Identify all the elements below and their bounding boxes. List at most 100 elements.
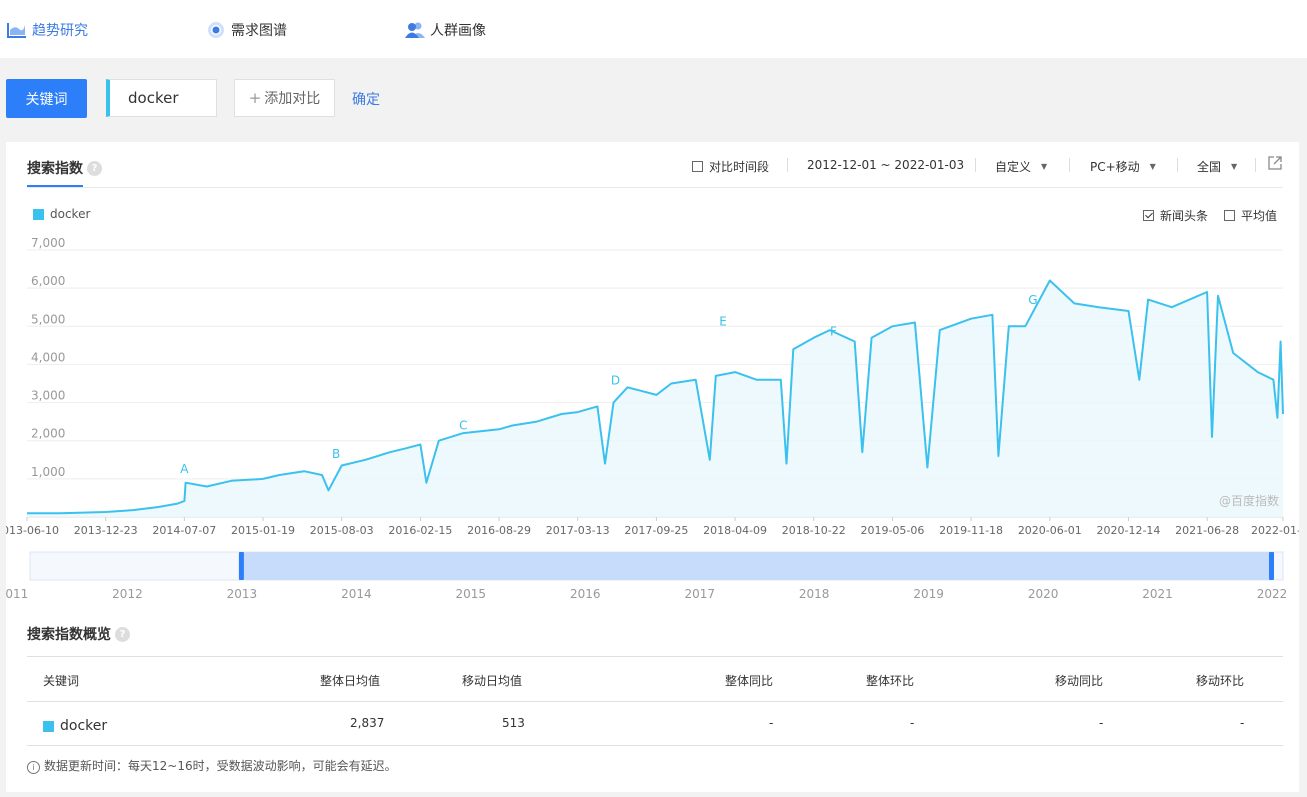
nav-demand-graph[interactable]: 需求图谱: [205, 20, 287, 40]
news-headlines-checkbox[interactable]: [1143, 210, 1154, 221]
search-index-chart[interactable]: 1,000 2,000 3,000 4,000 5,000 6,000 7,000 2013-…: [6, 142, 1299, 612]
export-button[interactable]: [1268, 156, 1282, 170]
average-checkbox[interactable]: [1224, 210, 1235, 221]
keyword-input[interactable]: docker: [106, 79, 217, 117]
x-tick-label: 2018-04-09: [703, 524, 767, 537]
x-tick-label: 2017-03-13: [546, 524, 610, 537]
x-tick-label: 2019-11-18: [939, 524, 1003, 537]
update-note: i 数据更新时间：每天12~16时，受数据波动影响，可能会有延迟。: [27, 757, 397, 774]
chevron-down-icon: ▼: [1149, 162, 1156, 171]
row-overall-mom: -: [910, 716, 915, 730]
y-tick-label: 6,000: [31, 274, 65, 288]
info-icon: i: [27, 761, 40, 774]
divider: [975, 158, 976, 172]
range-handle-end[interactable]: [1269, 552, 1274, 580]
chart-legend[interactable]: docker: [33, 207, 90, 221]
tab-active-indicator: [27, 185, 83, 187]
nav-crowd-portrait[interactable]: 人群画像: [404, 20, 486, 40]
range-handle-start[interactable]: [238, 552, 244, 580]
table-divider: [27, 701, 1283, 702]
col-mobile-yoy: 移动同比: [1055, 674, 1104, 688]
custom-label: 自定义: [995, 160, 1032, 174]
search-index-panel: 搜索指数 ? 对比时间段 2012-12-01 ~ 2022-01-03 自定义…: [6, 142, 1299, 792]
row-overall-avg: 2,837: [350, 716, 385, 730]
watermark: @百度指数: [1219, 493, 1279, 508]
col-keyword: 关键词: [43, 674, 80, 688]
confirm-link[interactable]: 确定: [352, 92, 380, 108]
table-divider: [27, 656, 1283, 657]
y-tick-label: 2,000: [31, 427, 65, 441]
range-year-label: 2018: [799, 587, 830, 601]
add-compare-button[interactable]: + 添加对比: [234, 79, 335, 117]
news-marker-D: D: [611, 374, 620, 388]
summary-title-label: 搜索指数概览: [27, 627, 111, 643]
legend-label: docker: [50, 207, 91, 221]
nav-trend-research[interactable]: 趋势研究: [6, 20, 88, 40]
divider: [1177, 158, 1178, 172]
x-tick-label: 2022-01-03: [1251, 524, 1299, 537]
range-year-label: 2015: [456, 587, 487, 601]
help-icon[interactable]: ?: [87, 160, 102, 176]
chevron-down-icon: ▼: [1041, 162, 1048, 171]
region-dropdown[interactable]: 全国 ▼: [1197, 158, 1237, 175]
col-mobile-mom: 移动环比: [1196, 674, 1245, 688]
nav-trend-label: 趋势研究: [32, 23, 88, 39]
search-row: 关键词 docker + 添加对比 确定: [0, 58, 1307, 140]
col-mobile-avg: 移动日均值: [462, 674, 523, 688]
compare-period-label: 对比时间段: [709, 160, 770, 174]
x-tick-label: 2017-09-25: [624, 524, 688, 537]
legend-swatch: [33, 208, 44, 220]
top-nav: 趋势研究 需求图谱 人群画像: [0, 0, 1307, 58]
compare-period-toggle[interactable]: 对比时间段: [692, 158, 769, 175]
x-tick-label: 2016-02-15: [388, 524, 452, 537]
news-headlines-toggle[interactable]: 新闻头条: [1143, 207, 1208, 224]
x-tick-label: 2018-10-22: [782, 524, 846, 537]
external-link-icon: [1268, 156, 1282, 170]
x-tick-label: 2013-06-10: [6, 524, 59, 537]
series-area: [27, 280, 1283, 517]
chevron-down-icon: ▼: [1231, 162, 1238, 171]
help-icon[interactable]: ?: [115, 626, 130, 642]
x-tick-label: 2019-05-06: [860, 524, 924, 537]
y-tick-label: 3,000: [31, 389, 65, 403]
divider: [787, 158, 788, 172]
add-compare-label: 添加对比: [264, 91, 321, 107]
demand-target-icon: [205, 20, 227, 40]
device-label: PC+移动: [1090, 160, 1140, 174]
x-tick-label: 2015-01-19: [231, 524, 295, 537]
range-year-label: 2016: [570, 587, 601, 601]
y-tick-label: 1,000: [31, 465, 65, 479]
custom-dropdown[interactable]: 自定义 ▼: [995, 158, 1047, 175]
y-tick-label: 4,000: [31, 350, 65, 364]
col-overall-mom: 整体环比: [866, 674, 915, 688]
keyword-button[interactable]: 关键词: [6, 79, 87, 118]
nav-crowd-label: 人群画像: [430, 23, 486, 39]
keyword-swatch: [43, 720, 54, 732]
average-label: 平均值: [1241, 209, 1278, 223]
date-range-label: 2012-12-01 ~ 2022-01-03: [807, 158, 965, 172]
tab-search-index-label: 搜索指数: [27, 161, 83, 177]
tab-search-index[interactable]: 搜索指数 ?: [27, 158, 102, 178]
divider: [1069, 158, 1070, 172]
x-tick-label: 2013-12-23: [74, 524, 138, 537]
range-year-label: 2012: [112, 587, 143, 601]
average-toggle[interactable]: 平均值: [1224, 207, 1277, 224]
range-year-label: 2011: [6, 587, 28, 601]
x-tick-label: 2020-12-14: [1096, 524, 1160, 537]
news-marker-B: B: [332, 447, 340, 461]
users-icon: [404, 20, 426, 40]
row-mobile-yoy: -: [1099, 716, 1104, 730]
device-dropdown[interactable]: PC+移动 ▼: [1090, 158, 1156, 175]
y-tick-label: 5,000: [31, 312, 65, 326]
news-marker-E: E: [719, 315, 727, 329]
date-range-picker[interactable]: 2012-12-01 ~ 2022-01-03: [807, 158, 964, 172]
x-tick-label: 2016-08-29: [467, 524, 531, 537]
range-year-label: 2021: [1142, 587, 1173, 601]
trend-chart-icon: [6, 20, 28, 40]
region-label: 全国: [1197, 160, 1222, 174]
range-year-label: 2014: [341, 587, 372, 601]
compare-period-checkbox[interactable]: [692, 161, 703, 172]
news-marker-C: C: [459, 418, 467, 432]
x-tick-label: 2020-06-01: [1018, 524, 1082, 537]
range-year-label: 2017: [684, 587, 715, 601]
